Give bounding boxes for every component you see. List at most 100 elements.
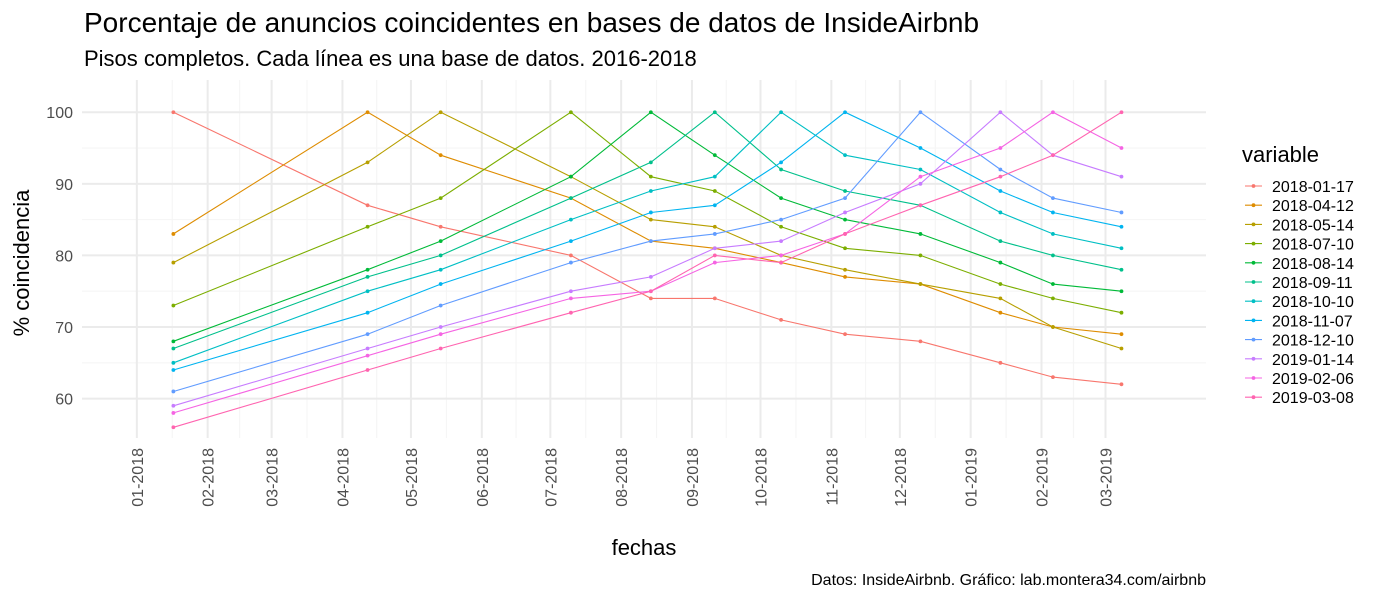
series-2018-11-07 [171, 110, 1124, 372]
data-point [779, 253, 783, 258]
x-tick-label: 01-2019 [964, 448, 981, 507]
data-point [365, 332, 370, 337]
data-point [438, 153, 443, 158]
data-point [998, 239, 1003, 244]
legend-key-point [1251, 299, 1256, 304]
legend-item: 2018-10-10 [1245, 294, 1354, 311]
series-line [173, 111, 1122, 428]
series-2018-10-10 [171, 110, 1124, 365]
data-point [1051, 210, 1055, 215]
data-point [648, 275, 653, 279]
series-2018-08-14 [171, 110, 1124, 344]
legend: variable 2018-01-17 2018-04-12 2018-05-14 2… [1242, 142, 1354, 407]
data-point [1051, 325, 1055, 329]
series-2019-01-14 [171, 110, 1124, 408]
y-tick-label: 60 [55, 392, 73, 409]
data-point [648, 217, 653, 222]
data-point [712, 153, 717, 158]
legend-label: 2018-09-11 [1272, 275, 1353, 292]
legend-item: 2018-11-07 [1245, 313, 1353, 330]
data-point [171, 110, 176, 115]
data-point [171, 232, 176, 236]
data-point [779, 260, 783, 265]
series-2018-12-10 [171, 110, 1124, 394]
data-point [365, 289, 370, 294]
series-line [173, 111, 1122, 342]
series-line [173, 111, 1122, 350]
data-point [918, 167, 923, 172]
data-point [779, 110, 783, 115]
data-point [998, 174, 1003, 179]
series-line [173, 111, 1122, 335]
legend-label: 2018-12-10 [1272, 333, 1354, 350]
data-point [843, 217, 847, 222]
legend-key-point [1251, 260, 1256, 265]
data-point [1051, 110, 1055, 115]
legend-key-point [1251, 241, 1256, 246]
series-line [173, 111, 1122, 350]
data-point [918, 232, 923, 236]
series-2018-07-10 [171, 110, 1124, 315]
data-point [1051, 153, 1055, 158]
legend-key-point [1251, 395, 1256, 400]
data-point [568, 310, 573, 315]
series-line [173, 111, 1122, 393]
series-line [173, 111, 1122, 314]
legend-label: 2018-10-10 [1272, 294, 1354, 311]
data-point [171, 389, 176, 394]
chart-subtitle: Pisos completos. Cada línea es una base … [84, 46, 697, 71]
data-point [365, 275, 370, 279]
data-point [843, 153, 847, 158]
data-point [1119, 174, 1124, 179]
data-point [1119, 346, 1124, 351]
data-point [365, 346, 370, 351]
data-point [568, 296, 573, 301]
data-point [998, 189, 1003, 193]
data-point [712, 174, 717, 179]
data-point [712, 189, 717, 193]
data-point [648, 160, 653, 165]
legend-label: 2018-05-14 [1272, 217, 1354, 234]
data-point [1119, 310, 1124, 315]
series-lines [171, 110, 1124, 430]
data-point [843, 210, 847, 215]
data-point [918, 146, 923, 150]
data-point [843, 246, 847, 251]
series-line [173, 111, 1122, 414]
series-2018-09-11 [171, 110, 1124, 351]
legend-item: 2019-01-14 [1245, 352, 1354, 369]
data-point [1119, 382, 1124, 387]
legend-item: 2018-04-12 [1245, 198, 1354, 215]
data-point [1051, 282, 1055, 286]
series-2018-05-14 [171, 110, 1124, 351]
legend-title: variable [1242, 142, 1319, 167]
data-point [843, 332, 847, 337]
legend-label: 2018-01-17 [1272, 179, 1354, 196]
legend-label: 2018-11-07 [1272, 313, 1353, 330]
data-point [1119, 332, 1124, 337]
data-point [998, 310, 1003, 315]
x-tick-label: 11-2018 [824, 448, 841, 506]
data-point [918, 253, 923, 258]
series-2019-02-06 [171, 110, 1124, 415]
data-point [779, 317, 783, 322]
data-point [918, 174, 923, 179]
data-point [648, 189, 653, 193]
grid [82, 80, 1206, 438]
series-line [173, 111, 1122, 385]
data-point [171, 260, 176, 265]
data-point [998, 360, 1003, 365]
data-point [1051, 296, 1055, 301]
data-point [843, 275, 847, 279]
data-point [918, 282, 923, 286]
legend-item: 2018-08-14 [1245, 256, 1354, 273]
legend-key-point [1251, 318, 1256, 323]
x-tick-label: 03-2019 [1098, 448, 1115, 507]
data-point [998, 167, 1003, 172]
x-tick-label: 06-2018 [475, 448, 492, 507]
legend-label: 2018-04-12 [1272, 198, 1354, 215]
legend-key-point [1251, 222, 1256, 227]
chart-title: Porcentaje de anuncios coincidentes en b… [84, 7, 979, 38]
data-point [365, 110, 370, 115]
data-point [998, 146, 1003, 150]
